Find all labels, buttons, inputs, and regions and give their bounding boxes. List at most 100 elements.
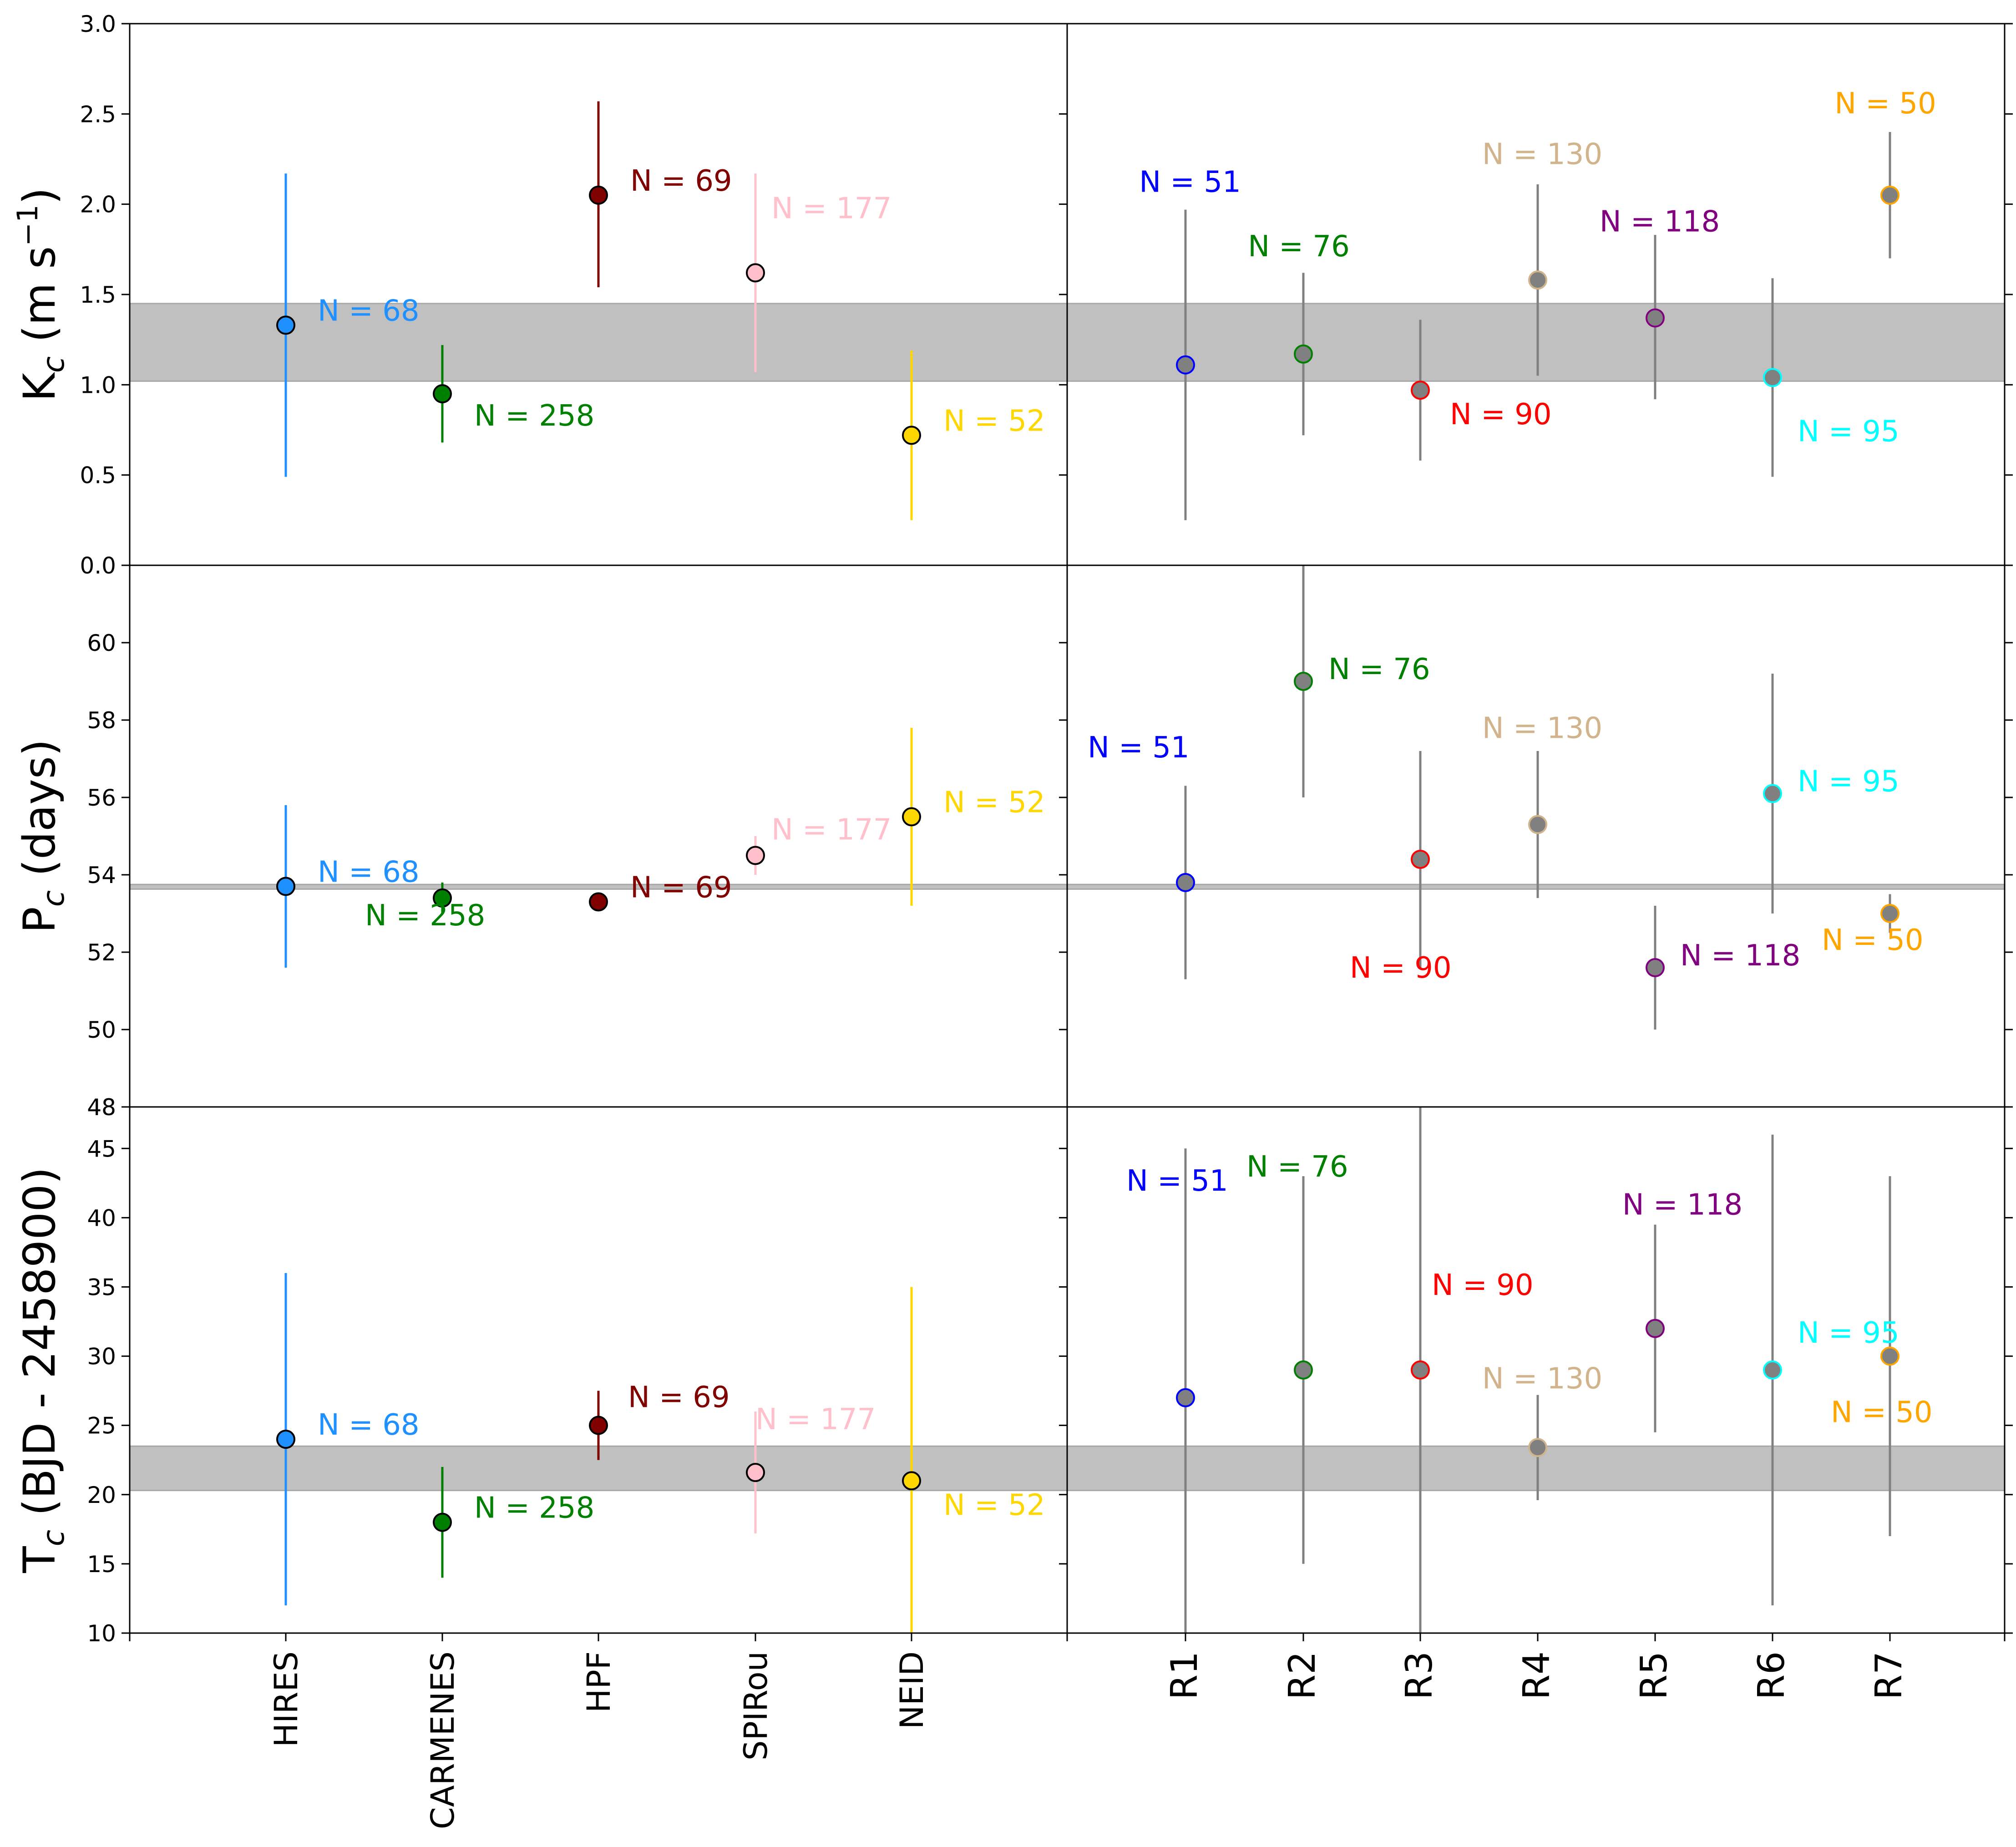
x-tick-label-SPIRou: SPIRou (737, 1651, 775, 1761)
x-tick-label-R2: R2 (1281, 1651, 1323, 1700)
marker-NEID (902, 1471, 921, 1491)
frame-T-subsets (1066, 1106, 2006, 1634)
marker-HPF (589, 185, 608, 205)
marker-CARMENES (433, 1512, 452, 1532)
n-label-R6: N = 95 (1798, 765, 1899, 799)
marker-HIRES (276, 877, 295, 896)
n-label-R5: N = 118 (1600, 205, 1720, 239)
y-tick-label: 2.5 (80, 101, 116, 127)
marker-CARMENES (433, 384, 452, 404)
y-tick-label: 20 (87, 1482, 116, 1508)
x-tick-label-R4: R4 (1515, 1651, 1558, 1700)
marker-R2 (1294, 1360, 1313, 1380)
marker-R7 (1880, 1346, 1899, 1366)
n-label-R4: N = 130 (1482, 712, 1602, 746)
n-label-R1: N = 51 (1088, 731, 1190, 765)
n-label-HPF: N = 69 (628, 1381, 730, 1415)
n-label-R3: N = 90 (1432, 1269, 1534, 1302)
n-label-R4: N = 130 (1482, 1362, 1602, 1395)
marker-SPIRou (746, 1463, 765, 1482)
marker-R7 (1880, 904, 1899, 923)
marker-R7 (1880, 185, 1899, 205)
n-label-R6: N = 95 (1798, 415, 1899, 448)
marker-R4 (1528, 815, 1547, 834)
y-tick-label: 52 (87, 939, 116, 966)
marker-R4 (1528, 270, 1547, 290)
marker-R5 (1646, 308, 1665, 328)
marker-HPF (589, 1416, 608, 1435)
marker-SPIRou (746, 263, 765, 283)
marker-HIRES (276, 1430, 295, 1449)
y-tick-label: 40 (87, 1205, 116, 1231)
n-label-HPF: N = 69 (630, 871, 732, 905)
n-label-HIRES: N = 68 (318, 856, 420, 889)
marker-R5 (1646, 1319, 1665, 1338)
x-tick-label-R7: R7 (1868, 1651, 1910, 1700)
marker-R3 (1411, 1360, 1430, 1380)
frames-layer (129, 23, 2006, 1634)
n-label-R2: N = 76 (1248, 230, 1350, 264)
y-tick-label: 48 (87, 1094, 116, 1121)
marker-R2 (1294, 344, 1313, 364)
x-tick-label-HPF: HPF (580, 1651, 618, 1713)
marker-R6 (1763, 1360, 1782, 1380)
marker-R3 (1411, 850, 1430, 869)
marker-HIRES (276, 315, 295, 335)
y-tick-label: 0.5 (80, 462, 116, 489)
n-label-SPIRou: N = 177 (771, 192, 891, 225)
n-label-R7: N = 50 (1831, 1396, 1933, 1430)
x-tick-label-R5: R5 (1633, 1651, 1675, 1700)
y-tick-label: 60 (87, 630, 116, 656)
n-label-NEID: N = 52 (943, 404, 1045, 438)
n-label-R5: N = 118 (1680, 939, 1800, 973)
y-tick-label: 35 (87, 1274, 116, 1300)
marker-CARMENES (433, 888, 452, 908)
y-axis-label: Kc (m s−1) (11, 188, 71, 401)
marker-R6 (1763, 368, 1782, 387)
y-tick-label: 0.0 (80, 553, 116, 579)
n-label-CARMENES: N = 258 (474, 399, 594, 433)
x-tick-label-HIRES: HIRES (268, 1651, 305, 1747)
y-tick-label: 2.0 (80, 192, 116, 218)
y-tick-label: 54 (87, 862, 116, 888)
n-label-R2: N = 76 (1328, 653, 1430, 686)
y-tick-label: 50 (87, 1017, 116, 1043)
band-K-instruments (129, 303, 1068, 382)
y-tick-label: 1.0 (80, 372, 116, 398)
n-label-SPIRou: N = 177 (755, 1403, 876, 1436)
frame-P-instruments (129, 564, 1068, 1108)
y-tick-label: 45 (87, 1136, 116, 1162)
y-axis-label: Pc (days) (14, 739, 71, 933)
y-tick-label: 15 (87, 1551, 116, 1578)
x-tick-label-R1: R1 (1163, 1651, 1206, 1700)
marker-R4 (1528, 1438, 1547, 1457)
n-label-R5: N = 118 (1622, 1188, 1742, 1222)
marker-R2 (1294, 672, 1313, 691)
marker-R1 (1176, 1388, 1195, 1407)
marker-SPIRou (746, 846, 765, 865)
n-label-CARMENES: N = 258 (474, 1492, 594, 1525)
n-label-NEID: N = 52 (943, 1488, 1045, 1522)
n-label-HIRES: N = 68 (318, 1408, 420, 1442)
y-tick-label: 10 (87, 1620, 116, 1647)
n-label-CARMENES: N = 258 (365, 899, 485, 933)
n-label-R1: N = 51 (1139, 166, 1241, 199)
y-tick-label: 25 (87, 1413, 116, 1439)
y-tick-label: 48 (87, 1094, 116, 1121)
marker-R1 (1176, 355, 1195, 375)
n-label-R7: N = 50 (1834, 87, 1936, 121)
y-tick-label: 56 (87, 785, 116, 811)
frame-T-instruments (129, 1106, 1068, 1634)
marker-R5 (1646, 958, 1665, 977)
n-label-R2: N = 76 (1246, 1150, 1348, 1184)
marker-NEID (902, 807, 921, 827)
marker-HPF (589, 892, 608, 912)
x-tick-label-R6: R6 (1750, 1651, 1793, 1700)
n-label-HPF: N = 69 (630, 164, 732, 198)
n-label-R7: N = 50 (1822, 924, 1924, 957)
y-tick-label: 1.5 (80, 282, 116, 308)
n-label-R3: N = 90 (1450, 398, 1552, 431)
band-K-subsets (1066, 303, 2006, 382)
